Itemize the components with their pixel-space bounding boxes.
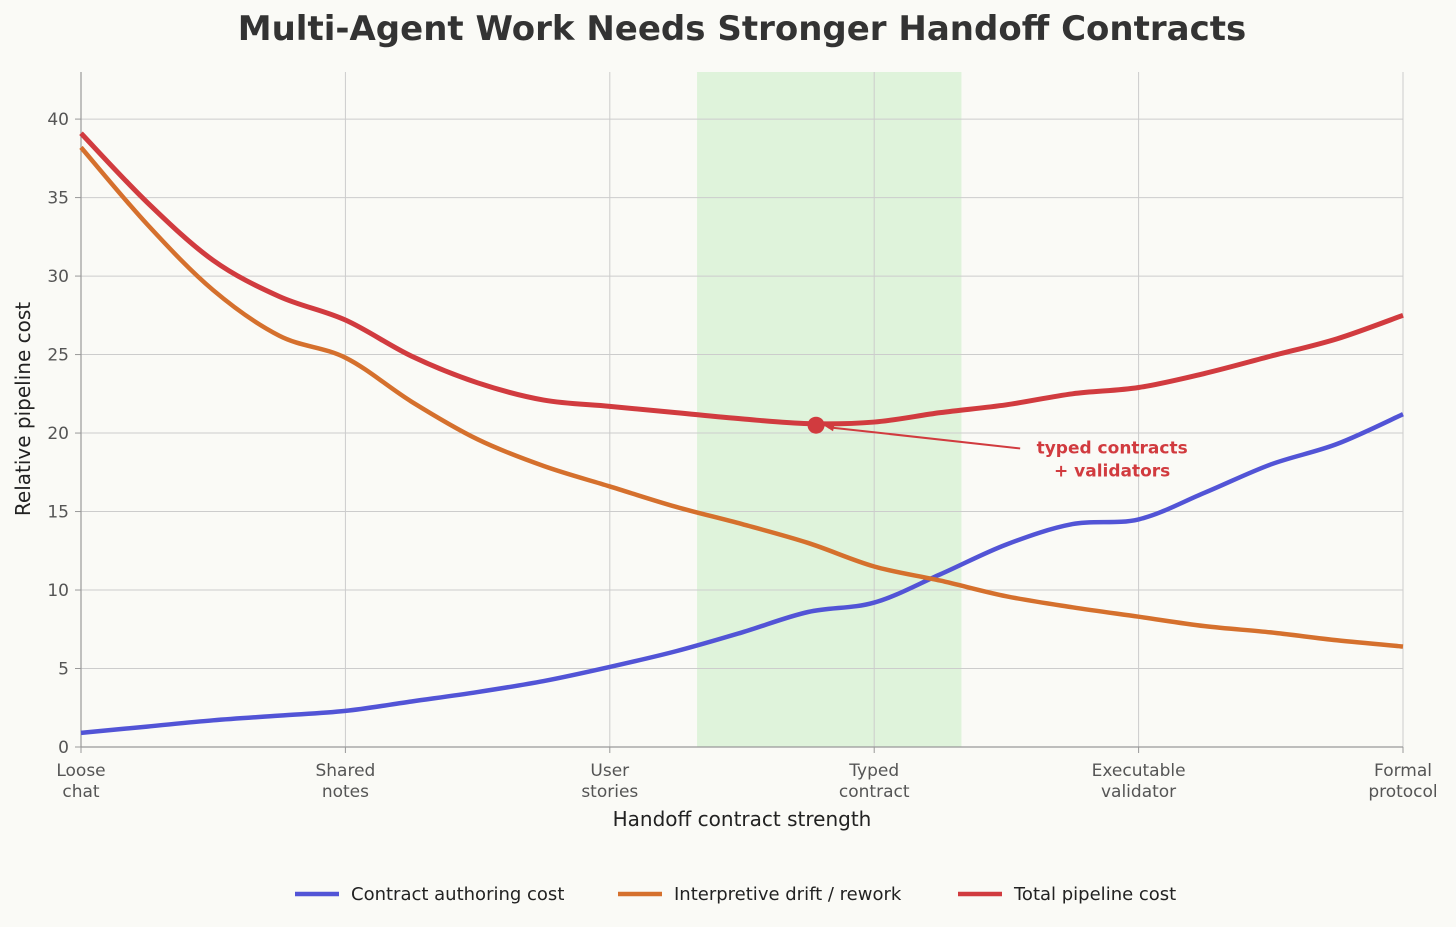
x-tick-label: Shared notes xyxy=(315,761,375,802)
annotation-layer: typed contracts + validators xyxy=(807,416,1188,481)
x-tick-label-line: Shared xyxy=(315,761,375,781)
x-tick-label: Loose chat xyxy=(56,761,105,802)
x-tick-label-line: notes xyxy=(322,782,369,802)
x-tick-label-line: protocol xyxy=(1368,782,1437,802)
legend-label: Contract authoring cost xyxy=(351,884,564,905)
highlight-band-layer xyxy=(697,72,962,747)
y-axis-label: Relative pipeline cost xyxy=(11,302,35,516)
x-tick-label-line: contract xyxy=(839,782,910,802)
annotation-text-line1: typed contracts xyxy=(1037,438,1188,458)
x-tick-label: User stories xyxy=(581,761,638,802)
legend-label: Total pipeline cost xyxy=(1013,884,1176,905)
y-tick-label: 10 xyxy=(47,581,69,601)
series-total-pipeline-cost xyxy=(79,131,1404,427)
y-tick-label: 30 xyxy=(47,267,69,287)
x-tick-label: Formal protocol xyxy=(1368,761,1437,802)
annotation-text-line2: + validators xyxy=(1054,461,1170,481)
y-tick-label: 5 xyxy=(58,660,69,680)
legend: Contract authoring cost Interpretive drif… xyxy=(295,884,1176,905)
annotation-arrow-line xyxy=(827,426,1021,450)
x-tick-label-line: Executable xyxy=(1092,761,1186,781)
x-tick-label-line: User xyxy=(590,761,629,781)
grid-layer xyxy=(80,72,1404,747)
highlight-band xyxy=(697,72,962,747)
x-tick-label: Executable validator xyxy=(1092,761,1186,802)
minimum-point-marker xyxy=(807,416,825,434)
series-layer xyxy=(79,131,1404,736)
y-tick-label: 25 xyxy=(47,346,69,366)
annotation-arrowhead xyxy=(825,422,836,432)
y-tick-label: 40 xyxy=(47,110,69,130)
x-tick-label-line: Formal xyxy=(1374,761,1432,781)
x-tick-label: Typed contract xyxy=(839,761,910,802)
y-tick-label: 15 xyxy=(47,503,69,523)
axes-layer: 0 5 10 15 20 25 30 35 40 Loose chat Shared notes User… xyxy=(47,72,1438,802)
y-tick-label: 35 xyxy=(47,189,69,209)
x-axis-label: Handoff contract strength xyxy=(613,807,872,831)
x-tick-label-line: Loose xyxy=(56,761,105,781)
y-tick-label: 0 xyxy=(58,738,69,758)
x-tick-label-line: validator xyxy=(1101,782,1176,802)
series-contract-authoring-cost xyxy=(80,412,1404,736)
chart-title: Multi-Agent Work Needs Stronger Handoff … xyxy=(238,9,1246,49)
legend-label: Interpretive drift / rework xyxy=(674,884,902,905)
x-tick-label-line: chat xyxy=(62,782,100,802)
series-interpretive-drift-rework xyxy=(79,145,1404,649)
y-tick-label: 20 xyxy=(47,424,69,444)
x-tick-label-line: stories xyxy=(581,782,638,802)
x-tick-label-line: Typed xyxy=(848,761,899,781)
